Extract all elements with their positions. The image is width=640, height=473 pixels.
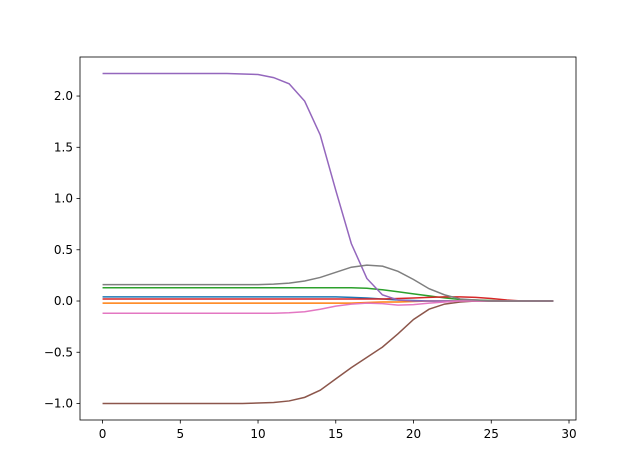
series-line <box>102 72 554 302</box>
y-tick-label: 1.0 <box>54 192 73 206</box>
series-line <box>102 300 554 405</box>
y-tick-label: −0.5 <box>44 345 73 359</box>
x-tick-label: 25 <box>484 427 499 441</box>
y-tick-label: 2.0 <box>54 89 73 103</box>
axes-frame <box>79 56 577 421</box>
y-tick-label: −1.0 <box>44 397 73 411</box>
x-tick-label: 0 <box>99 427 107 441</box>
x-tick-label: 20 <box>406 427 421 441</box>
x-tick-label: 10 <box>250 427 265 441</box>
x-tick-label: 15 <box>328 427 343 441</box>
series-line <box>102 264 554 302</box>
x-tick-label: 30 <box>561 427 576 441</box>
x-tick-label: 5 <box>176 427 184 441</box>
series-line <box>102 296 554 302</box>
y-tick-label: 0.5 <box>54 243 73 257</box>
y-tick-label: 1.5 <box>54 140 73 154</box>
series-line <box>102 300 554 315</box>
y-tick-label: 0.0 <box>54 294 73 308</box>
